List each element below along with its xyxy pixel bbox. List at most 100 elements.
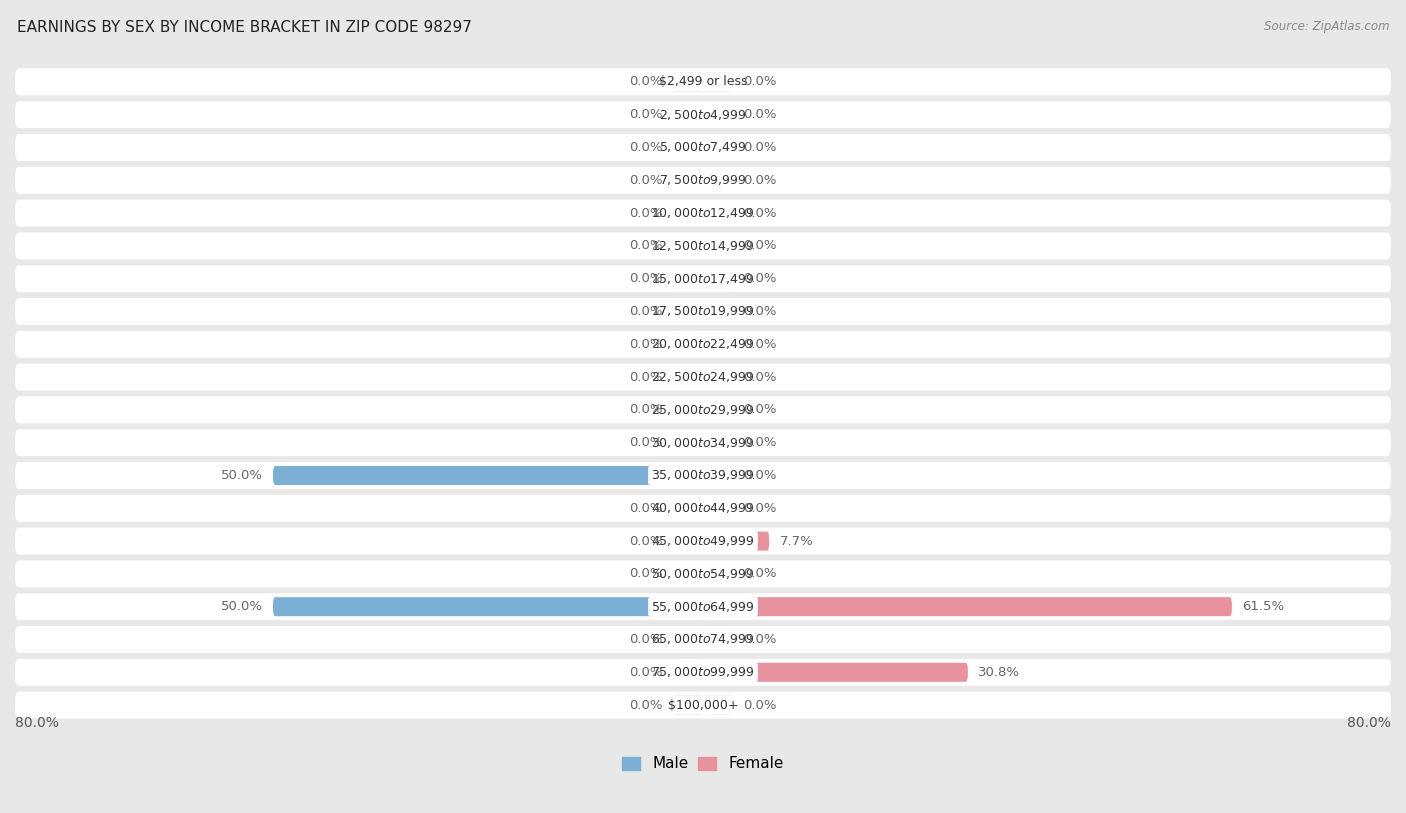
FancyBboxPatch shape	[15, 363, 1391, 390]
Text: 50.0%: 50.0%	[221, 469, 263, 482]
FancyBboxPatch shape	[703, 203, 733, 223]
FancyBboxPatch shape	[673, 663, 703, 682]
FancyBboxPatch shape	[273, 466, 703, 485]
Text: 0.0%: 0.0%	[628, 666, 662, 679]
FancyBboxPatch shape	[15, 233, 1391, 259]
Text: 80.0%: 80.0%	[1347, 716, 1391, 730]
FancyBboxPatch shape	[703, 367, 733, 387]
FancyBboxPatch shape	[673, 138, 703, 157]
Text: 61.5%: 61.5%	[1243, 600, 1284, 613]
FancyBboxPatch shape	[703, 171, 733, 189]
FancyBboxPatch shape	[673, 237, 703, 255]
Text: 0.0%: 0.0%	[628, 174, 662, 187]
Text: $45,000 to $49,999: $45,000 to $49,999	[651, 534, 755, 548]
Text: $10,000 to $12,499: $10,000 to $12,499	[651, 206, 755, 220]
Text: 50.0%: 50.0%	[221, 600, 263, 613]
Text: EARNINGS BY SEX BY INCOME BRACKET IN ZIP CODE 98297: EARNINGS BY SEX BY INCOME BRACKET IN ZIP…	[17, 20, 472, 35]
FancyBboxPatch shape	[673, 696, 703, 715]
Text: 0.0%: 0.0%	[744, 207, 778, 220]
Text: $40,000 to $44,999: $40,000 to $44,999	[651, 502, 755, 515]
FancyBboxPatch shape	[673, 367, 703, 387]
Legend: Male, Female: Male, Female	[616, 750, 790, 777]
FancyBboxPatch shape	[673, 203, 703, 223]
Text: $12,500 to $14,999: $12,500 to $14,999	[651, 239, 755, 253]
Text: 0.0%: 0.0%	[744, 437, 778, 450]
Text: 0.0%: 0.0%	[628, 337, 662, 350]
FancyBboxPatch shape	[273, 598, 703, 616]
Text: 30.8%: 30.8%	[979, 666, 1021, 679]
FancyBboxPatch shape	[15, 265, 1391, 292]
Text: $20,000 to $22,499: $20,000 to $22,499	[651, 337, 755, 351]
Text: $2,500 to $4,999: $2,500 to $4,999	[659, 107, 747, 122]
Text: 0.0%: 0.0%	[628, 371, 662, 384]
FancyBboxPatch shape	[15, 462, 1391, 489]
FancyBboxPatch shape	[15, 200, 1391, 227]
Text: $100,000+: $100,000+	[668, 698, 738, 711]
Text: 0.0%: 0.0%	[744, 469, 778, 482]
Text: 0.0%: 0.0%	[628, 437, 662, 450]
Text: 0.0%: 0.0%	[744, 108, 778, 121]
Text: $17,500 to $19,999: $17,500 to $19,999	[651, 305, 755, 319]
FancyBboxPatch shape	[673, 105, 703, 124]
FancyBboxPatch shape	[703, 696, 733, 715]
FancyBboxPatch shape	[703, 466, 733, 485]
Text: 0.0%: 0.0%	[744, 698, 778, 711]
Text: 0.0%: 0.0%	[628, 567, 662, 580]
FancyBboxPatch shape	[15, 429, 1391, 456]
Text: 0.0%: 0.0%	[628, 502, 662, 515]
FancyBboxPatch shape	[15, 560, 1391, 587]
Text: 0.0%: 0.0%	[628, 403, 662, 416]
Text: $22,500 to $24,999: $22,500 to $24,999	[651, 370, 755, 384]
FancyBboxPatch shape	[703, 532, 769, 550]
FancyBboxPatch shape	[673, 630, 703, 649]
FancyBboxPatch shape	[703, 630, 733, 649]
FancyBboxPatch shape	[673, 171, 703, 189]
Text: 0.0%: 0.0%	[744, 337, 778, 350]
Text: 0.0%: 0.0%	[744, 239, 778, 252]
Text: $7,500 to $9,999: $7,500 to $9,999	[659, 173, 747, 187]
Text: 0.0%: 0.0%	[744, 371, 778, 384]
FancyBboxPatch shape	[15, 298, 1391, 325]
FancyBboxPatch shape	[15, 167, 1391, 193]
Text: 0.0%: 0.0%	[628, 108, 662, 121]
Text: 0.0%: 0.0%	[628, 272, 662, 285]
Text: 0.0%: 0.0%	[744, 567, 778, 580]
FancyBboxPatch shape	[703, 498, 733, 518]
Text: 0.0%: 0.0%	[628, 698, 662, 711]
Text: 0.0%: 0.0%	[628, 535, 662, 548]
Text: 7.7%: 7.7%	[779, 535, 813, 548]
FancyBboxPatch shape	[673, 433, 703, 452]
FancyBboxPatch shape	[703, 269, 733, 288]
FancyBboxPatch shape	[15, 528, 1391, 554]
FancyBboxPatch shape	[673, 498, 703, 518]
FancyBboxPatch shape	[703, 598, 1232, 616]
Text: 0.0%: 0.0%	[744, 305, 778, 318]
FancyBboxPatch shape	[673, 302, 703, 321]
Text: $30,000 to $34,999: $30,000 to $34,999	[651, 436, 755, 450]
FancyBboxPatch shape	[15, 659, 1391, 685]
Text: 0.0%: 0.0%	[744, 403, 778, 416]
FancyBboxPatch shape	[703, 335, 733, 354]
FancyBboxPatch shape	[703, 564, 733, 584]
FancyBboxPatch shape	[673, 564, 703, 584]
FancyBboxPatch shape	[703, 433, 733, 452]
Text: Source: ZipAtlas.com: Source: ZipAtlas.com	[1264, 20, 1389, 33]
Text: $50,000 to $54,999: $50,000 to $54,999	[651, 567, 755, 580]
Text: 0.0%: 0.0%	[628, 239, 662, 252]
Text: 0.0%: 0.0%	[628, 305, 662, 318]
Text: 0.0%: 0.0%	[744, 633, 778, 646]
Text: 0.0%: 0.0%	[744, 141, 778, 154]
Text: 0.0%: 0.0%	[628, 633, 662, 646]
Text: 0.0%: 0.0%	[628, 207, 662, 220]
Text: 0.0%: 0.0%	[744, 272, 778, 285]
Text: $2,499 or less: $2,499 or less	[659, 76, 747, 89]
FancyBboxPatch shape	[15, 692, 1391, 719]
Text: 80.0%: 80.0%	[15, 716, 59, 730]
FancyBboxPatch shape	[15, 331, 1391, 358]
FancyBboxPatch shape	[15, 134, 1391, 161]
FancyBboxPatch shape	[673, 335, 703, 354]
FancyBboxPatch shape	[673, 400, 703, 420]
Text: 0.0%: 0.0%	[628, 141, 662, 154]
FancyBboxPatch shape	[673, 72, 703, 91]
FancyBboxPatch shape	[703, 237, 733, 255]
